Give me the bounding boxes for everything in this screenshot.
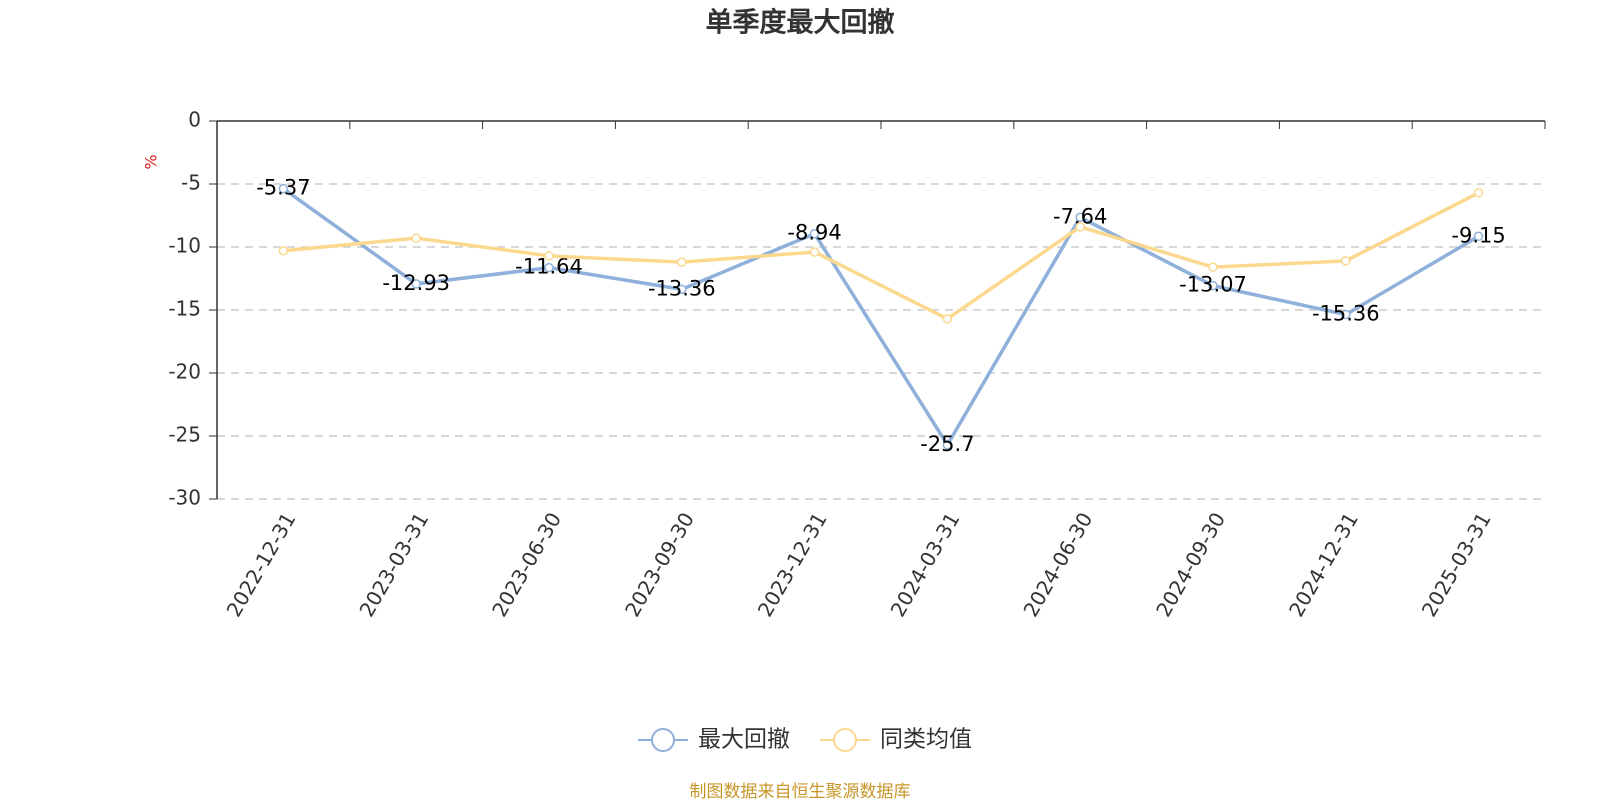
source-note: 制图数据来自恒生聚源数据库 (690, 782, 911, 800)
data-point (1075, 212, 1085, 223)
y-tick-label: -5 (181, 171, 201, 195)
data-label: -9.15 (1451, 223, 1505, 247)
data-point (411, 233, 421, 243)
data-point (677, 257, 687, 267)
data-label: -13.36 (648, 276, 716, 300)
data-point (278, 246, 289, 256)
x-tick-label: 2023-09-30 (620, 508, 699, 621)
data-point (942, 314, 953, 324)
x-tick-label: 2025-03-31 (1417, 508, 1496, 621)
data-point (677, 284, 687, 295)
y-tick-label: -15 (168, 297, 201, 321)
data-label: -15.36 (1312, 302, 1380, 326)
legend-label: 最大回撤 (698, 727, 790, 753)
x-tick-label: 2024-09-30 (1151, 508, 1230, 621)
legend-label: 同类均值 (880, 727, 972, 753)
data-point (411, 279, 421, 289)
x-tick-label: 2024-06-30 (1018, 508, 1097, 621)
y-tick-label: 0 (188, 108, 201, 132)
x-tick-label: 2022-12-31 (222, 508, 301, 621)
data-label: -5.37 (256, 176, 310, 200)
x-tick-label: 2023-12-31 (753, 508, 832, 621)
y-tick-label: -20 (168, 360, 201, 384)
data-point (1208, 262, 1218, 272)
series-line (283, 191, 1480, 321)
data-point (278, 183, 289, 194)
y-axis-label: % (142, 154, 161, 169)
legend-marker (651, 728, 675, 752)
data-point (942, 440, 953, 450)
data-point (1341, 256, 1351, 266)
x-tick-label: 2024-03-31 (886, 508, 965, 621)
data-point (1473, 231, 1484, 242)
data-label: -12.93 (382, 271, 450, 295)
data-point (809, 247, 820, 257)
series-line (282, 187, 1480, 449)
data-label: -13.07 (1179, 273, 1247, 297)
legend-marker (833, 728, 857, 752)
data-point (1341, 309, 1351, 320)
y-tick-label: -25 (168, 423, 201, 447)
x-tick-label: 2023-06-30 (487, 508, 566, 621)
data-label: -25.7 (920, 432, 974, 456)
data-point (809, 228, 820, 239)
x-tick-label: 2023-03-31 (354, 508, 433, 621)
x-tick-label: 2024-12-31 (1284, 508, 1363, 621)
data-point (1075, 222, 1085, 232)
data-point (1208, 280, 1218, 291)
data-label: -8.94 (787, 221, 841, 245)
y-tick-label: -30 (168, 486, 201, 510)
y-tick-label: -10 (168, 234, 201, 258)
data-point (1473, 188, 1484, 198)
data-point (544, 262, 554, 273)
chart-title: 单季度最大回撤 (706, 7, 895, 39)
data-point (544, 251, 554, 261)
